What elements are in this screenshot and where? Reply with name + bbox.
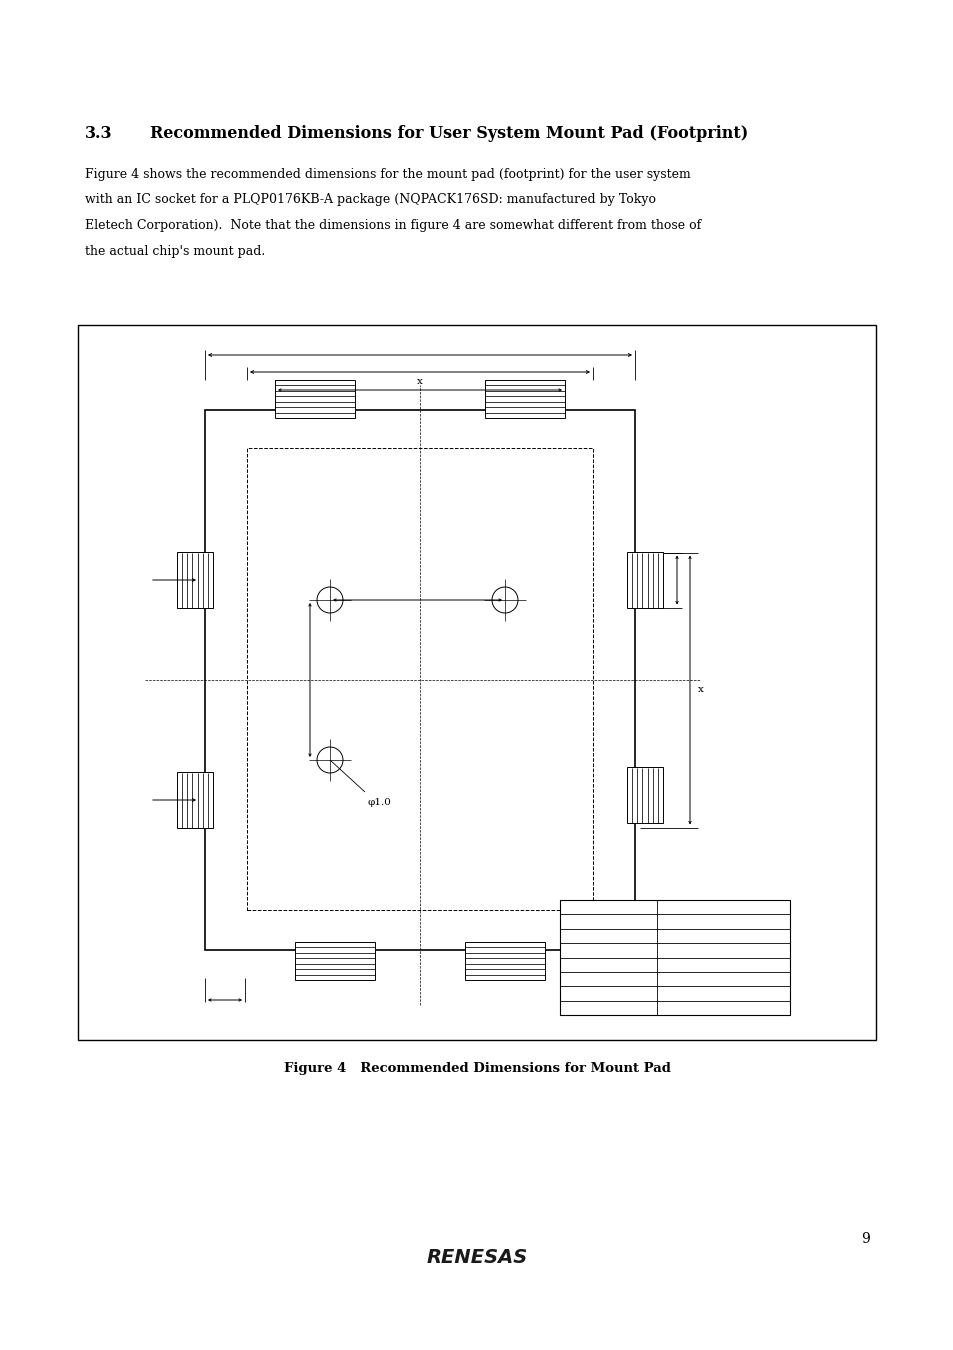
Text: the actual chip's mount pad.: the actual chip's mount pad. (85, 244, 265, 258)
Text: φ1.0: φ1.0 (368, 798, 392, 807)
Text: with an IC socket for a PLQP0176KB-A package (NQPACK176SD: manufactured by Tokyo: with an IC socket for a PLQP0176KB-A pac… (85, 193, 656, 207)
Bar (274, 379, 355, 418)
Text: RENESAS: RENESAS (426, 1247, 527, 1268)
Text: Figure 4   Recommended Dimensions for Mount Pad: Figure 4 Recommended Dimensions for Moun… (283, 1062, 670, 1075)
Text: Recommended Dimensions for User System Mount Pad (Footprint): Recommended Dimensions for User System M… (150, 126, 747, 142)
Bar (626, 768, 662, 822)
Text: x: x (416, 377, 422, 386)
Bar (247, 448, 593, 910)
Text: Eletech Corporation).  Note that the dimensions in figure 4 are somewhat differe: Eletech Corporation). Note that the dime… (85, 219, 700, 232)
Bar (294, 942, 375, 980)
Text: 3.3: 3.3 (85, 126, 112, 142)
Bar (464, 942, 544, 980)
Bar (177, 552, 213, 608)
Bar (177, 772, 213, 828)
Text: x: x (698, 686, 703, 694)
Bar (78, 325, 875, 1040)
Text: Figure 4 shows the recommended dimensions for the mount pad (footprint) for the : Figure 4 shows the recommended dimension… (85, 167, 690, 181)
Bar (559, 900, 789, 1015)
Bar (484, 379, 564, 418)
Text: 9: 9 (861, 1233, 869, 1246)
Bar (626, 552, 662, 608)
Bar (205, 410, 635, 950)
